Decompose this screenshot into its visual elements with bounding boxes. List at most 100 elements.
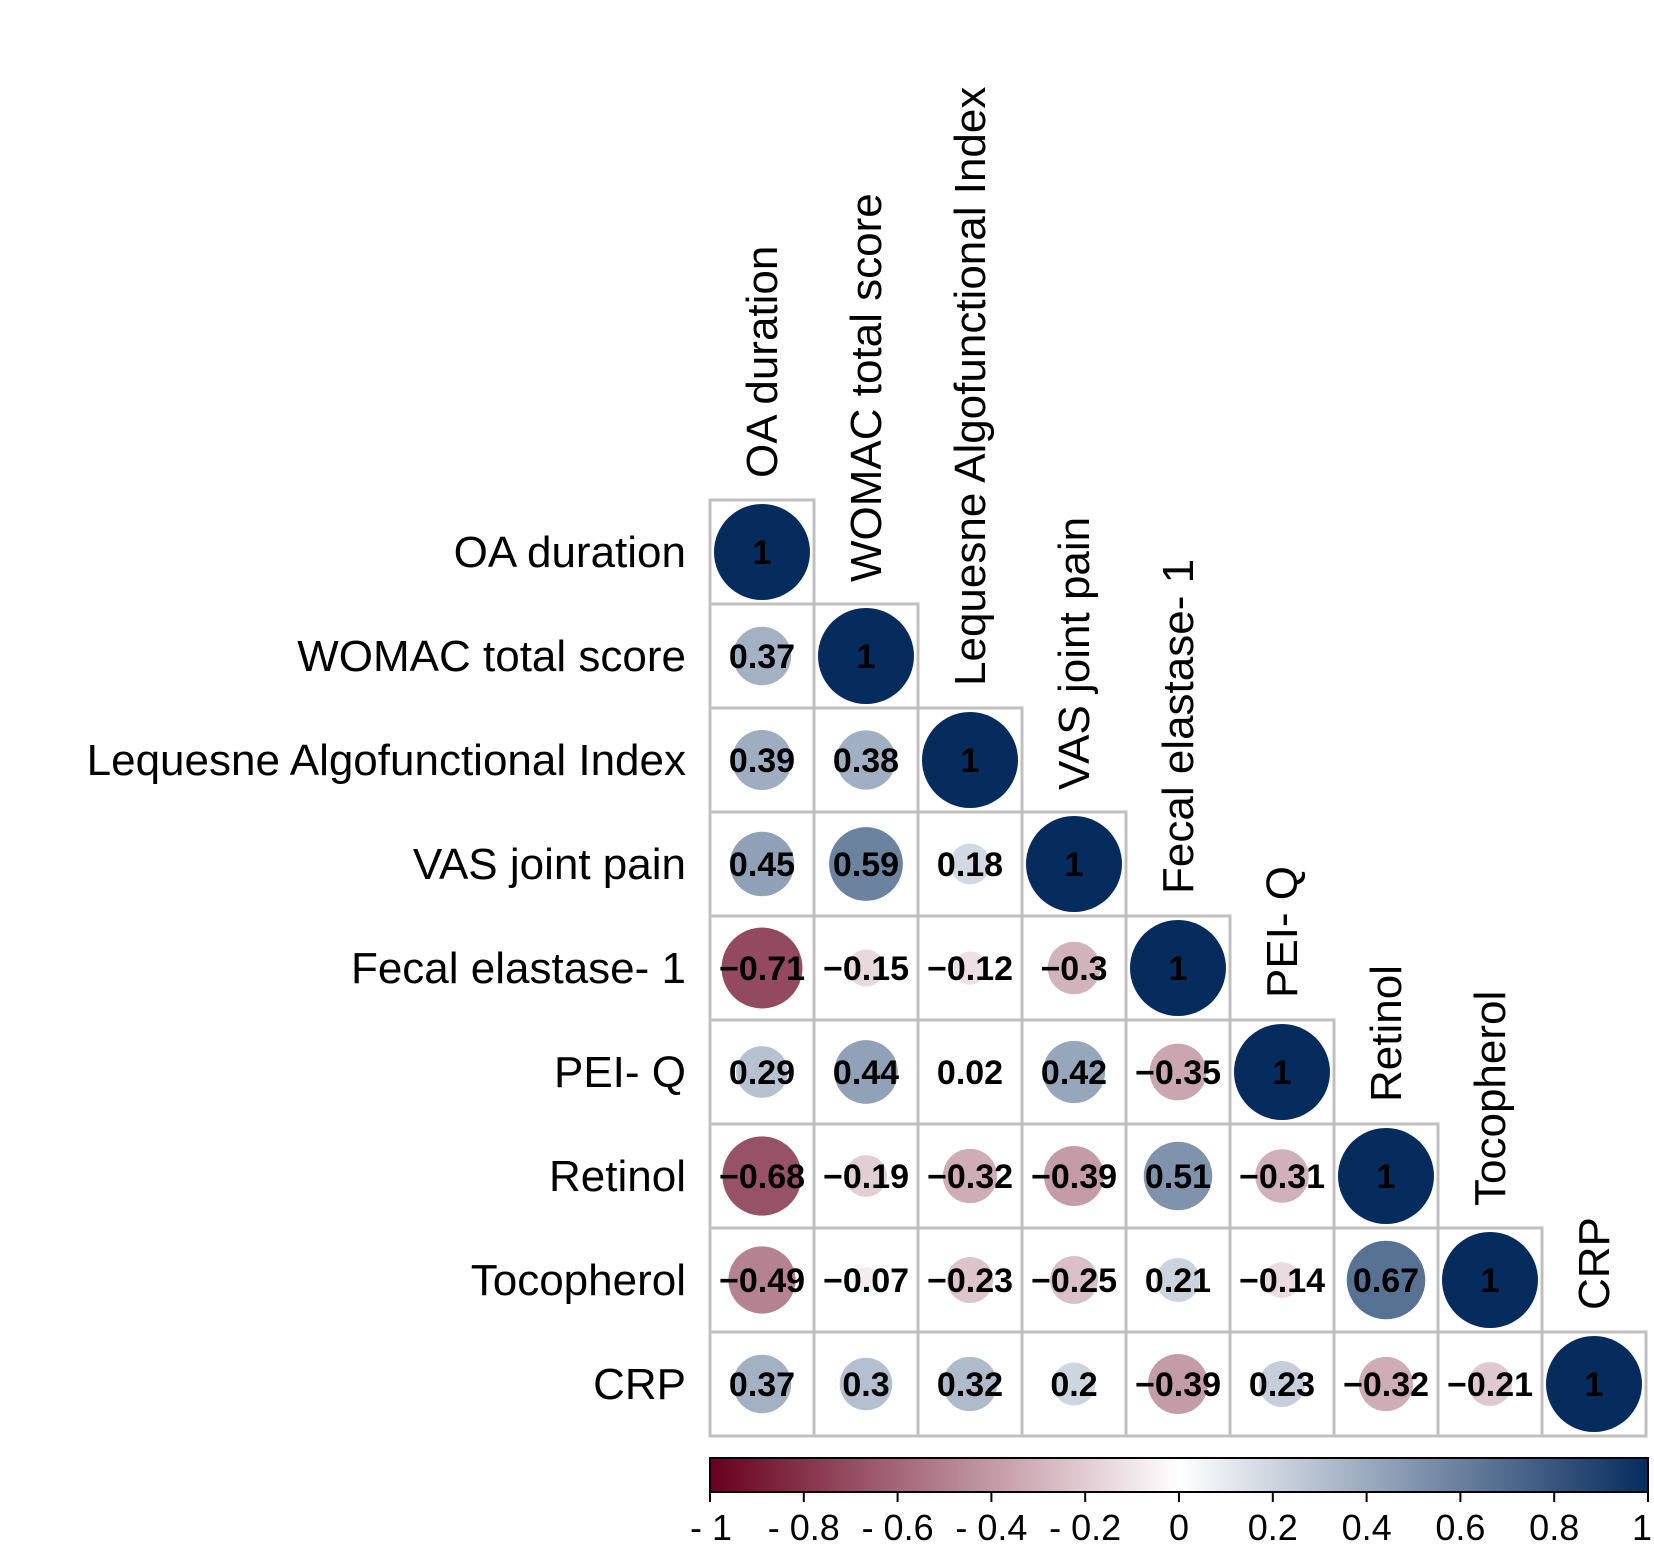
column-label: OA duration [738,246,787,478]
correlation-circle [1546,1336,1642,1432]
correlation-circle [942,1356,998,1412]
correlation-value: −0.68 [719,1158,805,1196]
row-label: PEI- Q [554,1048,686,1097]
correlation-value: −0.3 [1040,950,1107,988]
correlation-circle [942,1148,998,1204]
colorbar-tick-label: 0.8 [1529,1507,1579,1548]
correlation-circle [1255,1149,1309,1203]
correlation-cells: 1 0.37 1 0.39 0.38 1 0.45 0.59 0.18 1 −0.71 −0.15 −0… [708,498,1648,1438]
correlation-value: 1 [1377,1158,1396,1196]
correlation-value: −0.15 [823,950,909,988]
colorbar-tick-label: 1 [1632,1507,1652,1548]
colorbar-gradient [709,1457,1649,1493]
correlation-value: 0.18 [937,846,1003,884]
correlation-circle [732,626,792,686]
correlation-circle [845,1155,887,1197]
correlation-value: 0.29 [729,1054,795,1092]
correlation-circle [721,927,803,1009]
correlation-circle [949,843,991,885]
correlation-circle [1130,920,1226,1016]
colorbar-tick-label: - 0.2 [1049,1507,1121,1548]
correlation-circle [839,1357,893,1411]
row-label: CRP [593,1360,686,1409]
correlation-circle [1156,1258,1200,1302]
correlation-value: 1 [961,742,980,780]
colorbar-tick-label: - 0.6 [862,1507,934,1548]
correlation-value: −0.21 [1447,1366,1533,1404]
correlation-circle [714,504,810,600]
correlation-circle [1044,1146,1104,1206]
row-label: Tocopherol [471,1256,686,1305]
correlation-value: 0.32 [937,1366,1003,1404]
correlation-value: −0.32 [1343,1366,1429,1404]
correlation-value: 1 [1481,1262,1500,1300]
correlation-circle [1264,1262,1300,1298]
correlation-value: −0.19 [823,1158,909,1196]
colorbar-tick-label: 0.2 [1248,1507,1298,1548]
row-label: WOMAC total score [297,632,686,681]
column-label: Fecal elastase- 1 [1154,559,1203,894]
colorbar-tick-label: 0.4 [1342,1507,1392,1548]
correlation-value: −0.71 [719,950,805,988]
correlation-circle [722,1136,802,1216]
correlation-value: −0.39 [1031,1158,1117,1196]
column-label: Retinol [1362,965,1411,1102]
row-labels: OA duration WOMAC total score Lequesne Alg… [87,528,686,1409]
correlation-circle [1143,1141,1213,1211]
column-label: Lequesne Algofunctional Index [946,87,995,686]
column-labels: OA duration WOMAC total score Lequesne Alg… [738,87,1619,1310]
correlation-value: 0.2 [1050,1366,1097,1404]
correlation-circle [1047,941,1101,995]
correlation-circle [853,1267,879,1293]
row-label: Lequesne Algofunctional Index [87,736,686,785]
correlation-circle [736,1046,788,1098]
colorbar-tick-label: 0 [1169,1507,1189,1548]
correlation-value: −0.35 [1135,1054,1221,1092]
correlation-circle [729,831,795,897]
correlation-value: 0.42 [1041,1054,1107,1092]
correlation-circle [728,1246,796,1314]
correlation-value: 0.37 [729,1366,795,1404]
correlation-value: 0.3 [842,1366,889,1404]
column-label: Tocopherol [1466,991,1515,1206]
row-label: Retinol [549,1152,686,1201]
correlation-value: 0.44 [833,1054,899,1092]
correlation-value: 1 [1169,950,1188,988]
correlation-circle [1234,1024,1330,1120]
correlation-circle [836,730,896,790]
correlation-value: −0.14 [1239,1262,1325,1300]
column-label: WOMAC total score [842,193,891,582]
correlation-value: −0.25 [1031,1262,1117,1300]
correlation-circle [1042,1040,1106,1104]
correlation-value: 0.39 [729,742,795,780]
correlation-value: 0.23 [1249,1366,1315,1404]
correlation-circle [946,1256,994,1304]
colorbar-tick-label: - 0.4 [955,1507,1027,1548]
correlation-circle [1148,1354,1208,1414]
correlation-value: 1 [1585,1366,1604,1404]
colorbar-tick-label: - 1 [690,1507,732,1548]
correlation-circle [732,1354,792,1414]
colorbar-tick-label: 0.6 [1435,1507,1485,1548]
correlation-value: −0.07 [823,1262,909,1300]
row-label: OA duration [454,528,686,577]
row-label: Fecal elastase- 1 [351,944,686,993]
correlation-circle [963,1065,977,1079]
colorbar: - 1 - 0.8 - 0.6 - 0.4 - 0.2 0 0.2 0.4 0.6 0.8 1 [690,1457,1652,1548]
correlation-circle [1338,1128,1434,1224]
correlation-circle [1346,1240,1426,1320]
correlation-circle [922,712,1018,808]
correlation-value: 0.59 [833,846,899,884]
correlation-circle [732,730,792,790]
correlation-value: 0.45 [729,846,795,884]
correlation-value: −0.12 [927,950,1013,988]
correlation-value: −0.32 [927,1158,1013,1196]
correlation-value: 1 [753,534,772,572]
correlation-value: 0.67 [1353,1262,1419,1300]
correlation-value: 0.38 [833,742,899,780]
correlation-circle [834,1040,898,1104]
colorbar-tick-label: - 0.8 [768,1507,840,1548]
correlation-circle [1052,1362,1096,1406]
correlation-circle [1468,1362,1512,1406]
